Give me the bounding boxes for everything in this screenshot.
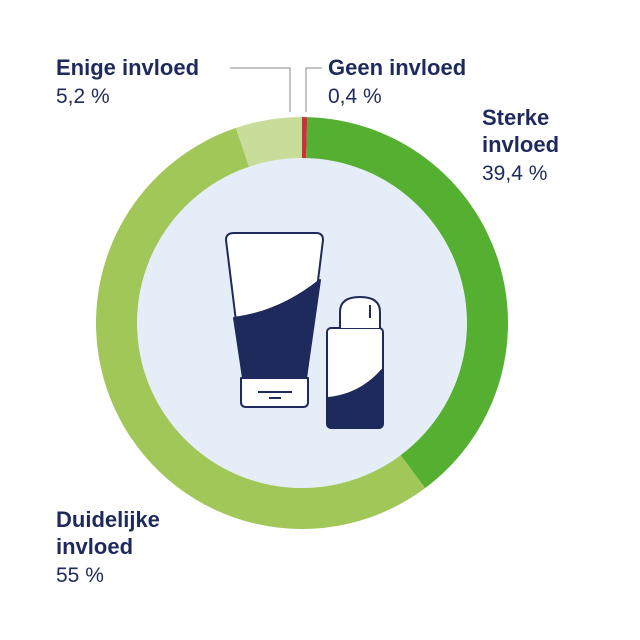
segment-label: Duidelijke invloed 55 % [56, 506, 196, 590]
value-label: 0,4 % [328, 85, 382, 108]
leader-lines [230, 67, 322, 112]
donut-segment [306, 117, 509, 489]
segment-label: Sterke invloed 39,4 % [482, 104, 592, 188]
category-name: Geen invloed [328, 55, 467, 80]
category-name: Enige invloed [56, 55, 200, 80]
category-name: Sterke invloed [482, 105, 560, 157]
donut-segment [302, 117, 308, 160]
segment-label: Enige invloed 5,2 % [56, 54, 236, 111]
value-label: 39,4 % [482, 162, 548, 185]
value-label: 55 % [56, 564, 104, 587]
segment-label: Geen invloed 0,4 % [328, 54, 508, 111]
donut-segment [235, 117, 302, 168]
value-label: 5,2 % [56, 85, 110, 108]
donut-segment [95, 127, 426, 529]
category-name: Duidelijke invloed [56, 507, 160, 559]
product-icon [225, 232, 384, 429]
